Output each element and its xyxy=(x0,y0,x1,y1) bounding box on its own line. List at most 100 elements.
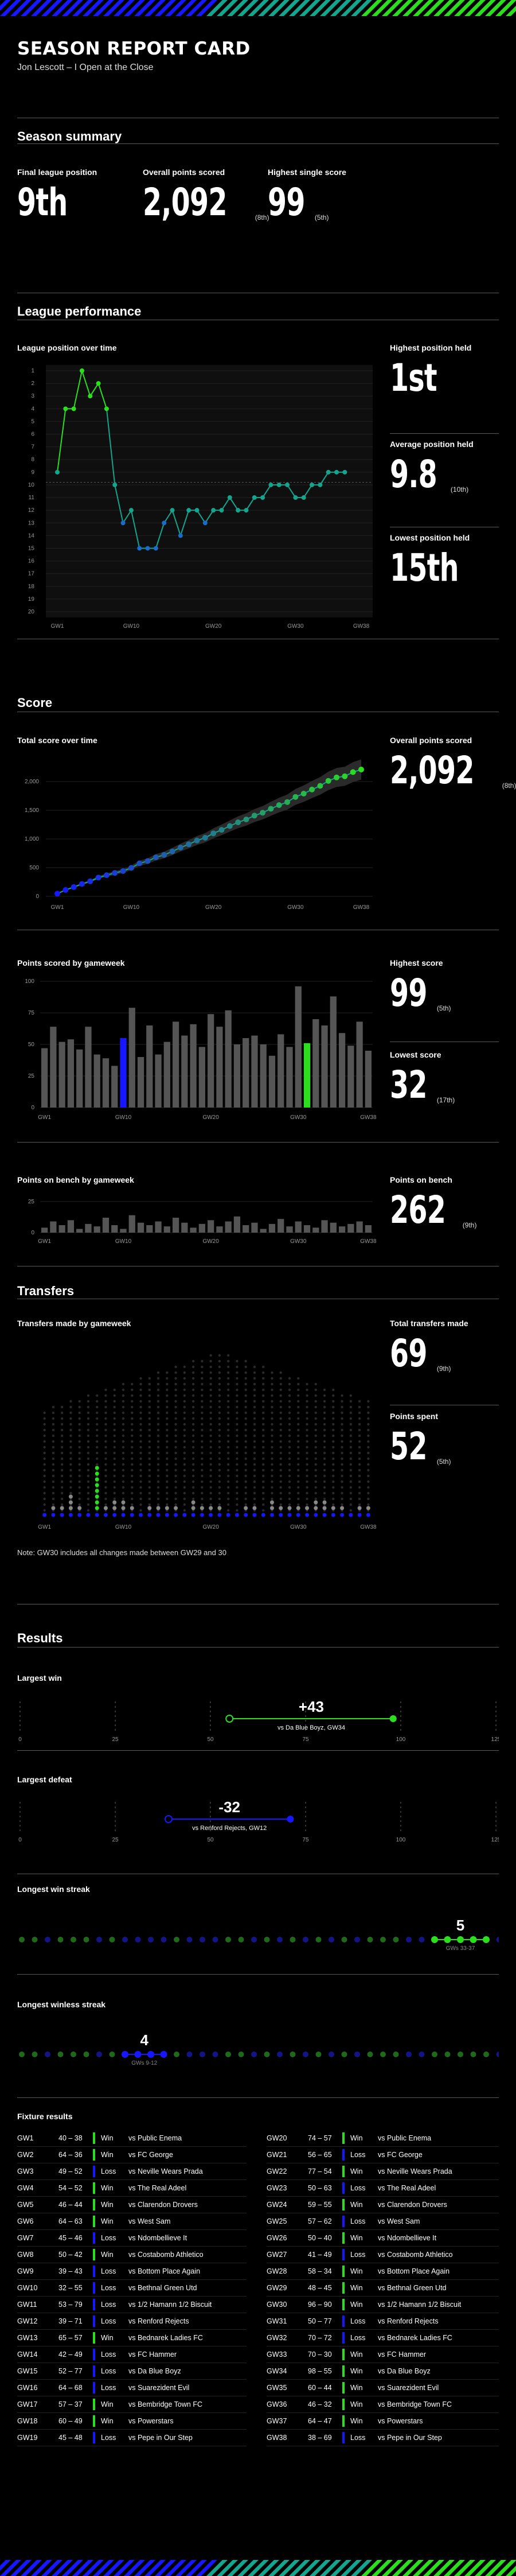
league-transfer-dot xyxy=(314,1446,317,1449)
league-transfer-dot xyxy=(236,1463,239,1466)
stripe xyxy=(72,2560,93,2576)
league-transfer-dot xyxy=(297,1417,300,1420)
league-transfer-dot xyxy=(367,1486,370,1489)
result-indicator xyxy=(93,2149,95,2161)
league-transfer-dot xyxy=(78,1411,81,1415)
league-transfer-dot xyxy=(306,1503,308,1506)
stripe xyxy=(134,0,155,16)
league-transfer-dot xyxy=(183,1371,186,1374)
league-transfer-dot xyxy=(218,1411,221,1415)
league-transfer-dot xyxy=(271,1405,273,1409)
position-line-segment xyxy=(221,497,230,511)
league-transfer-dot xyxy=(131,1400,134,1403)
league-transfer-dot xyxy=(271,1451,273,1455)
league-transfer-dot xyxy=(323,1411,326,1415)
position-line-segment xyxy=(114,484,124,523)
fixture-row: GW20 74 – 57 Win vs Public Enema xyxy=(267,2130,499,2147)
league-transfer-dot xyxy=(157,1434,160,1437)
streak-result-dot xyxy=(380,2052,386,2057)
position-point xyxy=(170,508,175,513)
league-transfer-dot xyxy=(174,1394,177,1397)
bench-bar xyxy=(41,1227,48,1233)
league-transfer-dot xyxy=(139,1417,142,1420)
league-transfer-dot xyxy=(209,1394,212,1397)
league-transfer-dot xyxy=(113,1457,116,1460)
league-transfer-dot xyxy=(332,1474,335,1478)
fixture-gameweek: GW31 xyxy=(267,2317,287,2325)
league-transfer-dot xyxy=(104,1434,107,1437)
league-transfer-dot xyxy=(157,1451,160,1455)
free-transfer-dot xyxy=(357,1513,362,1517)
league-transfer-dot xyxy=(157,1468,160,1472)
transfer-dot xyxy=(60,1506,64,1510)
league-transfer-dot xyxy=(349,1411,353,1415)
league-transfer-dot xyxy=(244,1371,247,1374)
league-transfer-dot xyxy=(191,1457,195,1460)
league-transfer-dot xyxy=(288,1434,291,1437)
league-transfer-dot xyxy=(78,1491,81,1495)
fixture-gameweek: GW20 xyxy=(267,2134,287,2142)
position-line-segment xyxy=(204,510,214,523)
free-transfer-dot xyxy=(226,1513,230,1517)
league-transfer-dot xyxy=(78,1480,81,1483)
result-indicator xyxy=(342,2349,345,2360)
league-transfer-dot xyxy=(288,1440,291,1443)
league-transfer-dot xyxy=(253,1371,256,1374)
league-transfer-dot xyxy=(209,1480,212,1483)
fixture-gameweek: GW15 xyxy=(17,2367,38,2375)
league-transfer-dot xyxy=(78,1451,81,1455)
league-transfer-dot xyxy=(183,1468,186,1472)
fixture-opponent: vs Bottom Place Again xyxy=(128,2267,201,2275)
league-transfer-dot xyxy=(297,1468,300,1472)
league-transfer-dot xyxy=(297,1377,300,1380)
league-transfer-dot xyxy=(367,1400,370,1403)
free-transfer-dot xyxy=(244,1513,248,1517)
league-transfer-dot xyxy=(104,1480,107,1483)
streak-result-dot xyxy=(315,1937,322,1942)
position-line-segment xyxy=(81,370,91,397)
stripe xyxy=(423,0,444,16)
league-transfer-dot xyxy=(332,1405,335,1409)
league-transfer-dot xyxy=(297,1394,300,1397)
total-score-point xyxy=(226,823,233,829)
fixture-result: Loss xyxy=(350,2334,366,2342)
league-transfer-dot xyxy=(69,1457,72,1460)
league-transfer-dot xyxy=(157,1497,160,1501)
league-transfer-dot xyxy=(288,1394,291,1397)
bench-bar xyxy=(208,1220,214,1233)
free-transfer-dot xyxy=(269,1513,274,1517)
position-point xyxy=(186,508,191,513)
fixture-opponent: vs FC George xyxy=(378,2151,423,2159)
league-transfer-dot xyxy=(122,1497,125,1501)
league-transfer-dot xyxy=(131,1491,134,1495)
league-transfer-dot xyxy=(349,1463,353,1466)
axis-tick-label: 25 xyxy=(112,1837,119,1843)
league-transfer-dot xyxy=(122,1400,125,1403)
league-transfer-dot xyxy=(306,1434,308,1437)
league-transfer-dot xyxy=(218,1354,221,1357)
league-transfer-dot xyxy=(288,1497,291,1501)
result-indicator xyxy=(342,2249,345,2260)
fixture-row: GW26 50 – 40 Win vs Ndombellieve It xyxy=(267,2230,499,2247)
x-tick-label: GW1 xyxy=(38,1524,51,1530)
fixture-opponent: vs Renford Rejects xyxy=(128,2317,189,2325)
fixture-result: Win xyxy=(350,2350,363,2359)
league-transfer-dot xyxy=(191,1423,195,1426)
fixture-result: Loss xyxy=(350,2251,366,2259)
fixture-score: 98 – 55 xyxy=(308,2367,332,2375)
league-transfer-dot xyxy=(244,1440,247,1443)
total-score-point xyxy=(251,813,257,819)
league-transfer-dot xyxy=(131,1417,134,1420)
gameweek-bar xyxy=(50,1027,57,1108)
league-transfer-dot xyxy=(218,1382,221,1386)
stripe xyxy=(114,0,135,16)
position-line-segment xyxy=(122,510,132,523)
league-transfer-dot xyxy=(69,1405,72,1409)
streak-result-dot xyxy=(315,2052,322,2057)
stat-label: Highest score xyxy=(390,958,443,968)
league-transfer-dot xyxy=(236,1434,239,1437)
league-transfer-dot xyxy=(358,1457,361,1460)
stripe xyxy=(10,2560,32,2576)
league-transfer-dot xyxy=(341,1411,343,1415)
fixture-gameweek: GW25 xyxy=(267,2217,287,2225)
